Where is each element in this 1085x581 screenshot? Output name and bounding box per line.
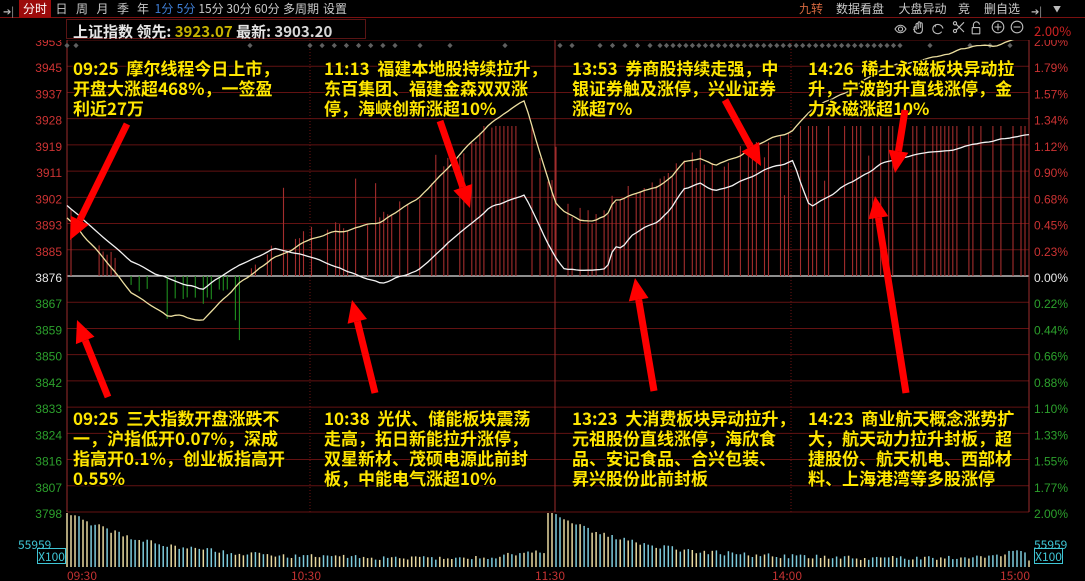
svg-text:3850: 3850 — [35, 350, 62, 364]
svg-text:0.90%: 0.90% — [1034, 166, 1068, 180]
svg-text:3876: 3876 — [35, 271, 62, 285]
svg-text:0.23%: 0.23% — [1034, 245, 1068, 259]
svg-text:3902: 3902 — [35, 192, 62, 206]
svg-text:3911: 3911 — [36, 166, 62, 180]
svg-text:1.10%: 1.10% — [1034, 402, 1068, 416]
svg-text:0.45%: 0.45% — [1034, 219, 1068, 233]
svg-text:3798: 3798 — [35, 507, 62, 521]
svg-text:3807: 3807 — [35, 481, 62, 495]
svg-text:1.55%: 1.55% — [1034, 455, 1068, 469]
svg-text:3919: 3919 — [35, 140, 62, 154]
svg-text:3945: 3945 — [35, 61, 62, 75]
svg-text:1.57%: 1.57% — [1034, 87, 1068, 101]
svg-text:0.68%: 0.68% — [1034, 192, 1068, 206]
svg-text:1.79%: 1.79% — [1034, 61, 1068, 75]
svg-text:0.66%: 0.66% — [1034, 350, 1068, 364]
svg-text:3824: 3824 — [35, 428, 62, 442]
svg-text:3953: 3953 — [35, 40, 62, 49]
svg-text:1.33%: 1.33% — [1034, 428, 1068, 442]
svg-text:0.44%: 0.44% — [1034, 323, 1068, 337]
svg-text:3859: 3859 — [35, 323, 62, 337]
svg-text:2.00%: 2.00% — [1034, 40, 1068, 49]
svg-text:3867: 3867 — [35, 297, 62, 311]
svg-text:3893: 3893 — [35, 219, 62, 233]
svg-text:3937: 3937 — [35, 87, 62, 101]
svg-text:1.12%: 1.12% — [1034, 140, 1068, 154]
svg-text:3833: 3833 — [35, 402, 62, 416]
svg-text:1.34%: 1.34% — [1034, 114, 1068, 128]
svg-text:3816: 3816 — [35, 455, 62, 469]
svg-text:2.00%: 2.00% — [1034, 507, 1068, 521]
svg-text:1.77%: 1.77% — [1034, 481, 1068, 495]
svg-text:3928: 3928 — [35, 114, 62, 128]
svg-text:0.22%: 0.22% — [1034, 297, 1068, 311]
svg-text:0.00%: 0.00% — [1034, 271, 1068, 285]
svg-text:3842: 3842 — [35, 376, 62, 390]
svg-text:0.88%: 0.88% — [1034, 376, 1068, 390]
svg-text:3885: 3885 — [35, 245, 62, 259]
